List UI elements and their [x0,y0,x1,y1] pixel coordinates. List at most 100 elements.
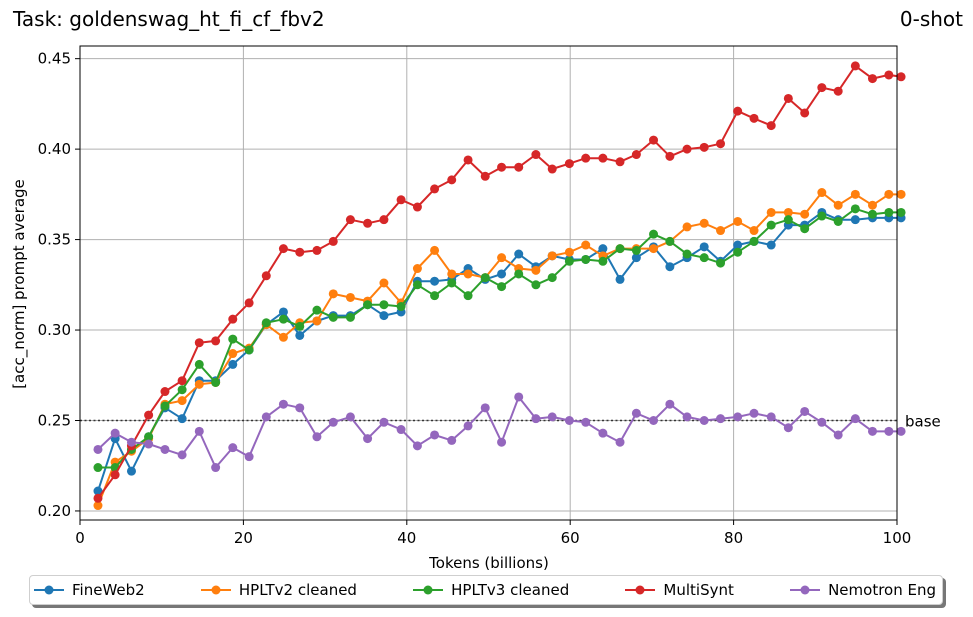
data-point [615,244,625,254]
data-point [379,215,389,225]
data-point [547,251,557,261]
baseline-label: base [905,412,941,430]
data-point [228,359,238,369]
data-point [598,428,608,438]
x-tick-label: 20 [234,529,253,547]
data-point [783,207,793,217]
data-point [278,332,288,342]
y-tick-label: 0.20 [38,502,71,520]
data-point [547,164,557,174]
data-point [328,236,338,246]
x-tick-label: 0 [75,529,85,547]
data-point [480,273,490,283]
data-point [328,312,338,322]
data-point [766,240,776,250]
data-point [766,121,776,131]
data-point [850,204,860,214]
data-point [194,338,204,348]
series-multisynt [93,61,906,503]
data-point [598,244,608,254]
data-point [379,311,389,321]
data-point [896,426,906,436]
data-point [649,135,659,145]
data-point [430,291,440,301]
data-point [682,412,692,422]
series-line-multisynt [97,64,902,499]
x-tick-label: 40 [397,529,416,547]
data-point [581,240,591,250]
x-tick-label: 80 [724,529,743,547]
data-point [531,150,541,160]
data-point [833,430,843,440]
data-point [430,430,440,440]
data-point [447,269,457,279]
data-point [379,278,389,288]
data-point [615,437,625,447]
data-point [783,423,793,433]
data-point [716,258,726,268]
y-tick-label: 0.40 [38,140,71,158]
data-point [884,70,894,80]
legend-item: FineWeb2 [34,581,145,599]
data-point [733,240,743,250]
data-point [312,305,322,315]
data-point [514,392,524,402]
legend-label: HPLTv2 cleaned [238,581,357,599]
series-line-nemotron-eng [97,396,902,469]
data-point [699,253,709,263]
data-point [396,195,406,205]
legend: FineWeb2 HPLTv2 cleaned HPLTv3 cleaned Mult… [29,575,943,605]
data-point [345,312,355,322]
x-tick-label: 100 [883,529,912,547]
data-point [228,443,238,453]
data-point [547,273,557,283]
data-point [412,264,422,274]
data-point [261,318,271,328]
legend-marker-icon [625,585,656,595]
data-point [766,220,776,230]
data-point [345,412,355,422]
data-point [447,278,457,288]
series-hpltv2-cleaned [93,188,906,511]
data-point [833,216,843,226]
data-point [867,209,877,219]
y-axis-ticks: 0.20 0.25 0.30 0.35 0.40 0.45 [38,50,80,520]
y-tick-label: 0.25 [38,411,71,429]
data-point [631,253,641,263]
data-point [749,113,759,123]
data-point [749,236,759,246]
data-point [497,253,507,263]
legend-marker-icon [413,585,444,595]
data-point [295,403,305,413]
data-point [177,414,187,424]
data-point [211,378,221,388]
data-point [363,434,373,444]
data-point [581,153,591,163]
data-point [531,265,541,275]
data-point [733,412,743,422]
data-point [312,432,322,442]
data-point [514,162,524,172]
data-point [396,425,406,435]
data-point [867,200,877,210]
data-point [581,254,591,264]
x-axis-ticks: 0 20 40 60 80 100 [75,520,911,547]
data-point [833,200,843,210]
data-point [699,242,709,252]
legend-item: HPLTv2 cleaned [200,581,357,599]
data-point [682,222,692,232]
data-point [649,244,659,254]
data-point [817,417,827,427]
data-point [800,209,810,219]
data-point [733,106,743,116]
data-point [93,501,103,511]
data-point [884,207,894,217]
series-nemotron-eng [93,392,906,473]
legend-label: Nemotron Eng [828,581,936,599]
data-point [615,157,625,167]
data-point [363,218,373,228]
data-point [497,162,507,172]
data-point [244,298,254,308]
legend-label: FineWeb2 [72,581,145,599]
